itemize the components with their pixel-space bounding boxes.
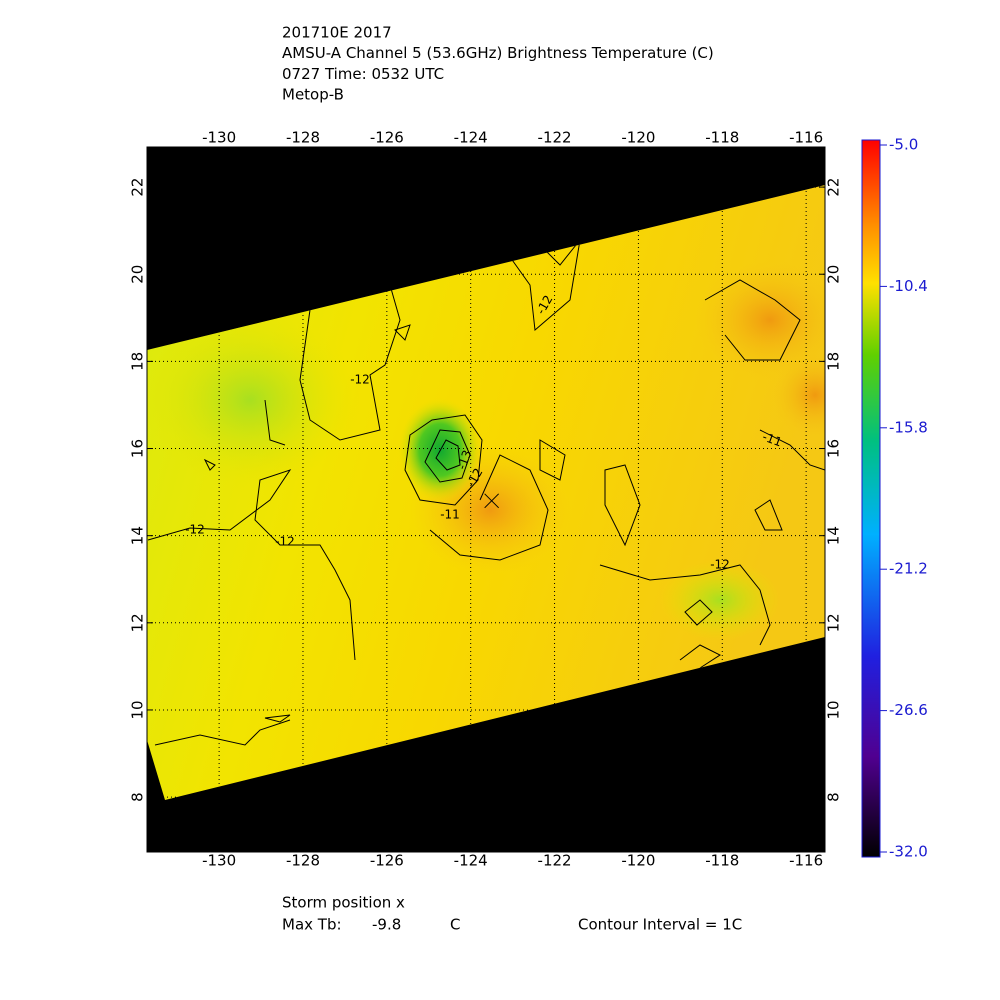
colorbar xyxy=(861,139,881,858)
y-tick-label: 8 xyxy=(129,792,147,802)
colorbar-tick-label: -26.6 xyxy=(889,701,928,719)
contour-interval: Contour Interval = 1C xyxy=(578,916,742,934)
markers xyxy=(484,493,500,509)
y-tick-label: 14 xyxy=(825,526,843,545)
max-tb-label: Max Tb: xyxy=(282,916,342,934)
y-tick-label: 10 xyxy=(825,700,843,719)
contour-label: -12 xyxy=(185,523,205,537)
y-tick-label: 16 xyxy=(825,439,843,458)
x-tick-label: -122 xyxy=(538,852,572,870)
contour-label: -12 xyxy=(710,558,730,572)
storm-position-label: Storm position x xyxy=(282,894,405,912)
title-block: 201710E 2017 AMSU-A Channel 5 (53.6GHz) B… xyxy=(282,24,714,104)
contour-label: -12 xyxy=(350,373,370,387)
colorbar-tick-label: -10.4 xyxy=(889,277,928,295)
x-tick-label: -124 xyxy=(454,129,488,147)
colorbar-tick-label: -5.0 xyxy=(889,136,918,154)
contour-labels: -12-12-12-12-11-12-13-12-11 xyxy=(185,293,784,572)
x-tick-label: -116 xyxy=(789,129,823,147)
x-tick-label: -130 xyxy=(202,852,236,870)
title-line: 0727 Time: 0532 UTC xyxy=(282,65,444,83)
max-tb-unit: C xyxy=(450,916,460,934)
title-line: 201710E 2017 xyxy=(282,24,392,42)
colorbar-tick-label: -32.0 xyxy=(889,843,928,861)
grid xyxy=(147,147,825,852)
contour-label: -11 xyxy=(761,430,784,450)
warm-area xyxy=(695,260,825,380)
contour-label: -11 xyxy=(440,508,460,522)
cool-area xyxy=(660,560,780,640)
y-tick-label: 14 xyxy=(129,526,147,545)
x-tick-label: -124 xyxy=(454,852,488,870)
x-tick-label: -122 xyxy=(538,129,572,147)
x-tick-label: -118 xyxy=(705,852,739,870)
x-tick-label: -118 xyxy=(705,129,739,147)
y-tick-label: 20 xyxy=(825,265,843,284)
contours xyxy=(147,238,825,746)
x-tick-label: -130 xyxy=(202,129,236,147)
x-tick-label: -128 xyxy=(286,129,320,147)
colorbar-ticks: -5.0 -10.4 -15.8 -21.2 -26.6 -32.0 xyxy=(880,136,928,861)
x-tick-label: -120 xyxy=(621,129,655,147)
map-frame xyxy=(146,146,826,853)
colorbar-tick-label: -21.2 xyxy=(889,560,928,578)
y-tick-label: 20 xyxy=(129,265,147,284)
x-tick-label: -126 xyxy=(370,129,404,147)
y-tick-label: 12 xyxy=(825,613,843,632)
x-tick-label: -120 xyxy=(621,852,655,870)
y-tick-label: 8 xyxy=(825,792,843,802)
x-tick-label: -116 xyxy=(789,852,823,870)
y-tick-label: 10 xyxy=(129,700,147,719)
max-tb-value: -9.8 xyxy=(372,916,401,934)
colorbar-tick-label: -15.8 xyxy=(889,418,928,436)
x-tick-label: -126 xyxy=(370,852,404,870)
ticks: -130-130-128-128-126-126-124-124-122-122… xyxy=(129,129,843,870)
y-tick-label: 12 xyxy=(129,613,147,632)
storm-marker xyxy=(484,493,500,509)
contour-label: -13 xyxy=(455,448,475,471)
contour-label: -12 xyxy=(275,535,295,549)
y-tick-label: 18 xyxy=(129,352,147,371)
title-line: Metop-B xyxy=(282,86,344,104)
x-tick-label: -128 xyxy=(286,852,320,870)
warm-area xyxy=(770,350,825,440)
title-line: AMSU-A Channel 5 (53.6GHz) Brightness Te… xyxy=(282,44,714,62)
y-tick-label: 22 xyxy=(129,178,147,197)
cool-area xyxy=(147,310,360,490)
y-tick-label: 18 xyxy=(825,352,843,371)
y-tick-label: 22 xyxy=(825,178,843,197)
y-tick-label: 16 xyxy=(129,439,147,458)
